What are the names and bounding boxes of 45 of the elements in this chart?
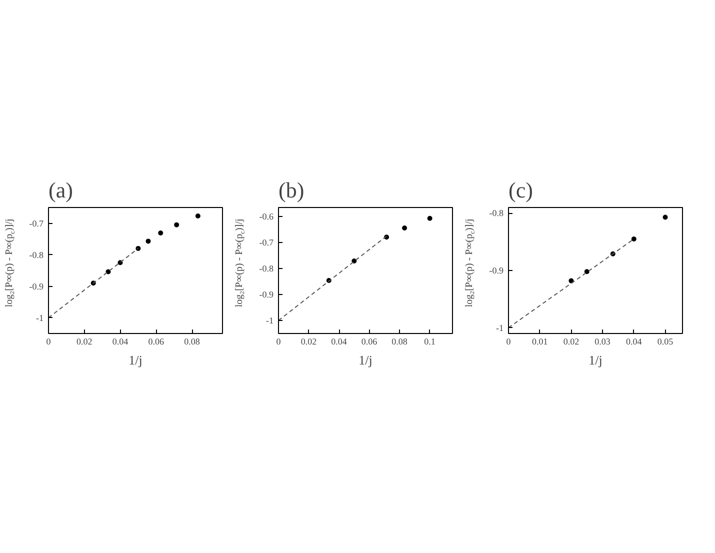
chart-title: (b) — [278, 178, 304, 202]
y-tick-label: -0.9 — [29, 281, 44, 292]
y-tick-label: -0.8 — [489, 208, 504, 218]
x-axis-title: 1/j — [588, 352, 602, 368]
x-tick-label: 0 — [276, 336, 282, 346]
y-tick-label: -0.9 — [489, 266, 504, 276]
x-tick-label: 0.02 — [76, 336, 92, 346]
y-tick-label: -0.9 — [259, 290, 274, 300]
x-tick-label: 0.04 — [331, 336, 348, 346]
y-tick-label: -1 — [266, 316, 274, 326]
y-tick-label: -1 — [496, 322, 504, 333]
x-tick-label: 0.02 — [563, 336, 580, 346]
point — [402, 226, 408, 231]
point — [195, 214, 200, 218]
x-tick-label: 0.04 — [626, 336, 642, 346]
point — [631, 236, 636, 242]
point — [427, 216, 432, 221]
x-tick-label: 0.08 — [184, 336, 200, 346]
point — [158, 230, 164, 236]
y-tick-label: -0.8 — [29, 250, 44, 260]
y-tick-label: -0.6 — [259, 212, 274, 222]
y-tick-label: -0.8 — [259, 264, 274, 274]
y-tick-label: -0.7 — [259, 238, 274, 248]
chart-title: (a) — [48, 178, 73, 202]
point — [174, 222, 180, 228]
x-tick-label: 0 — [46, 336, 52, 346]
x-tick-label: 0.06 — [148, 336, 165, 346]
x-tick-label: 0 — [506, 336, 512, 346]
point — [146, 238, 151, 244]
y-tick-label: -0.7 — [29, 218, 44, 228]
x-tick-label: 0.05 — [657, 336, 674, 346]
x-tick-label: 0.06 — [361, 336, 378, 346]
x-tick-label: 0.01 — [532, 336, 548, 346]
point — [584, 269, 590, 274]
chart-title: (c) — [508, 178, 533, 202]
x-tick-label: 0.03 — [594, 336, 611, 346]
x-tick-label: 0.04 — [112, 336, 129, 346]
y-tick-label: -1 — [36, 312, 44, 323]
x-tick-label: 0.1 — [424, 336, 436, 346]
point — [352, 258, 357, 264]
x-axis-title: 1/j — [358, 352, 372, 368]
x-tick-label: 0.02 — [300, 336, 317, 346]
point — [662, 214, 668, 220]
x-tick-label: 0.08 — [392, 336, 408, 346]
x-axis-title: 1/j — [128, 352, 142, 368]
